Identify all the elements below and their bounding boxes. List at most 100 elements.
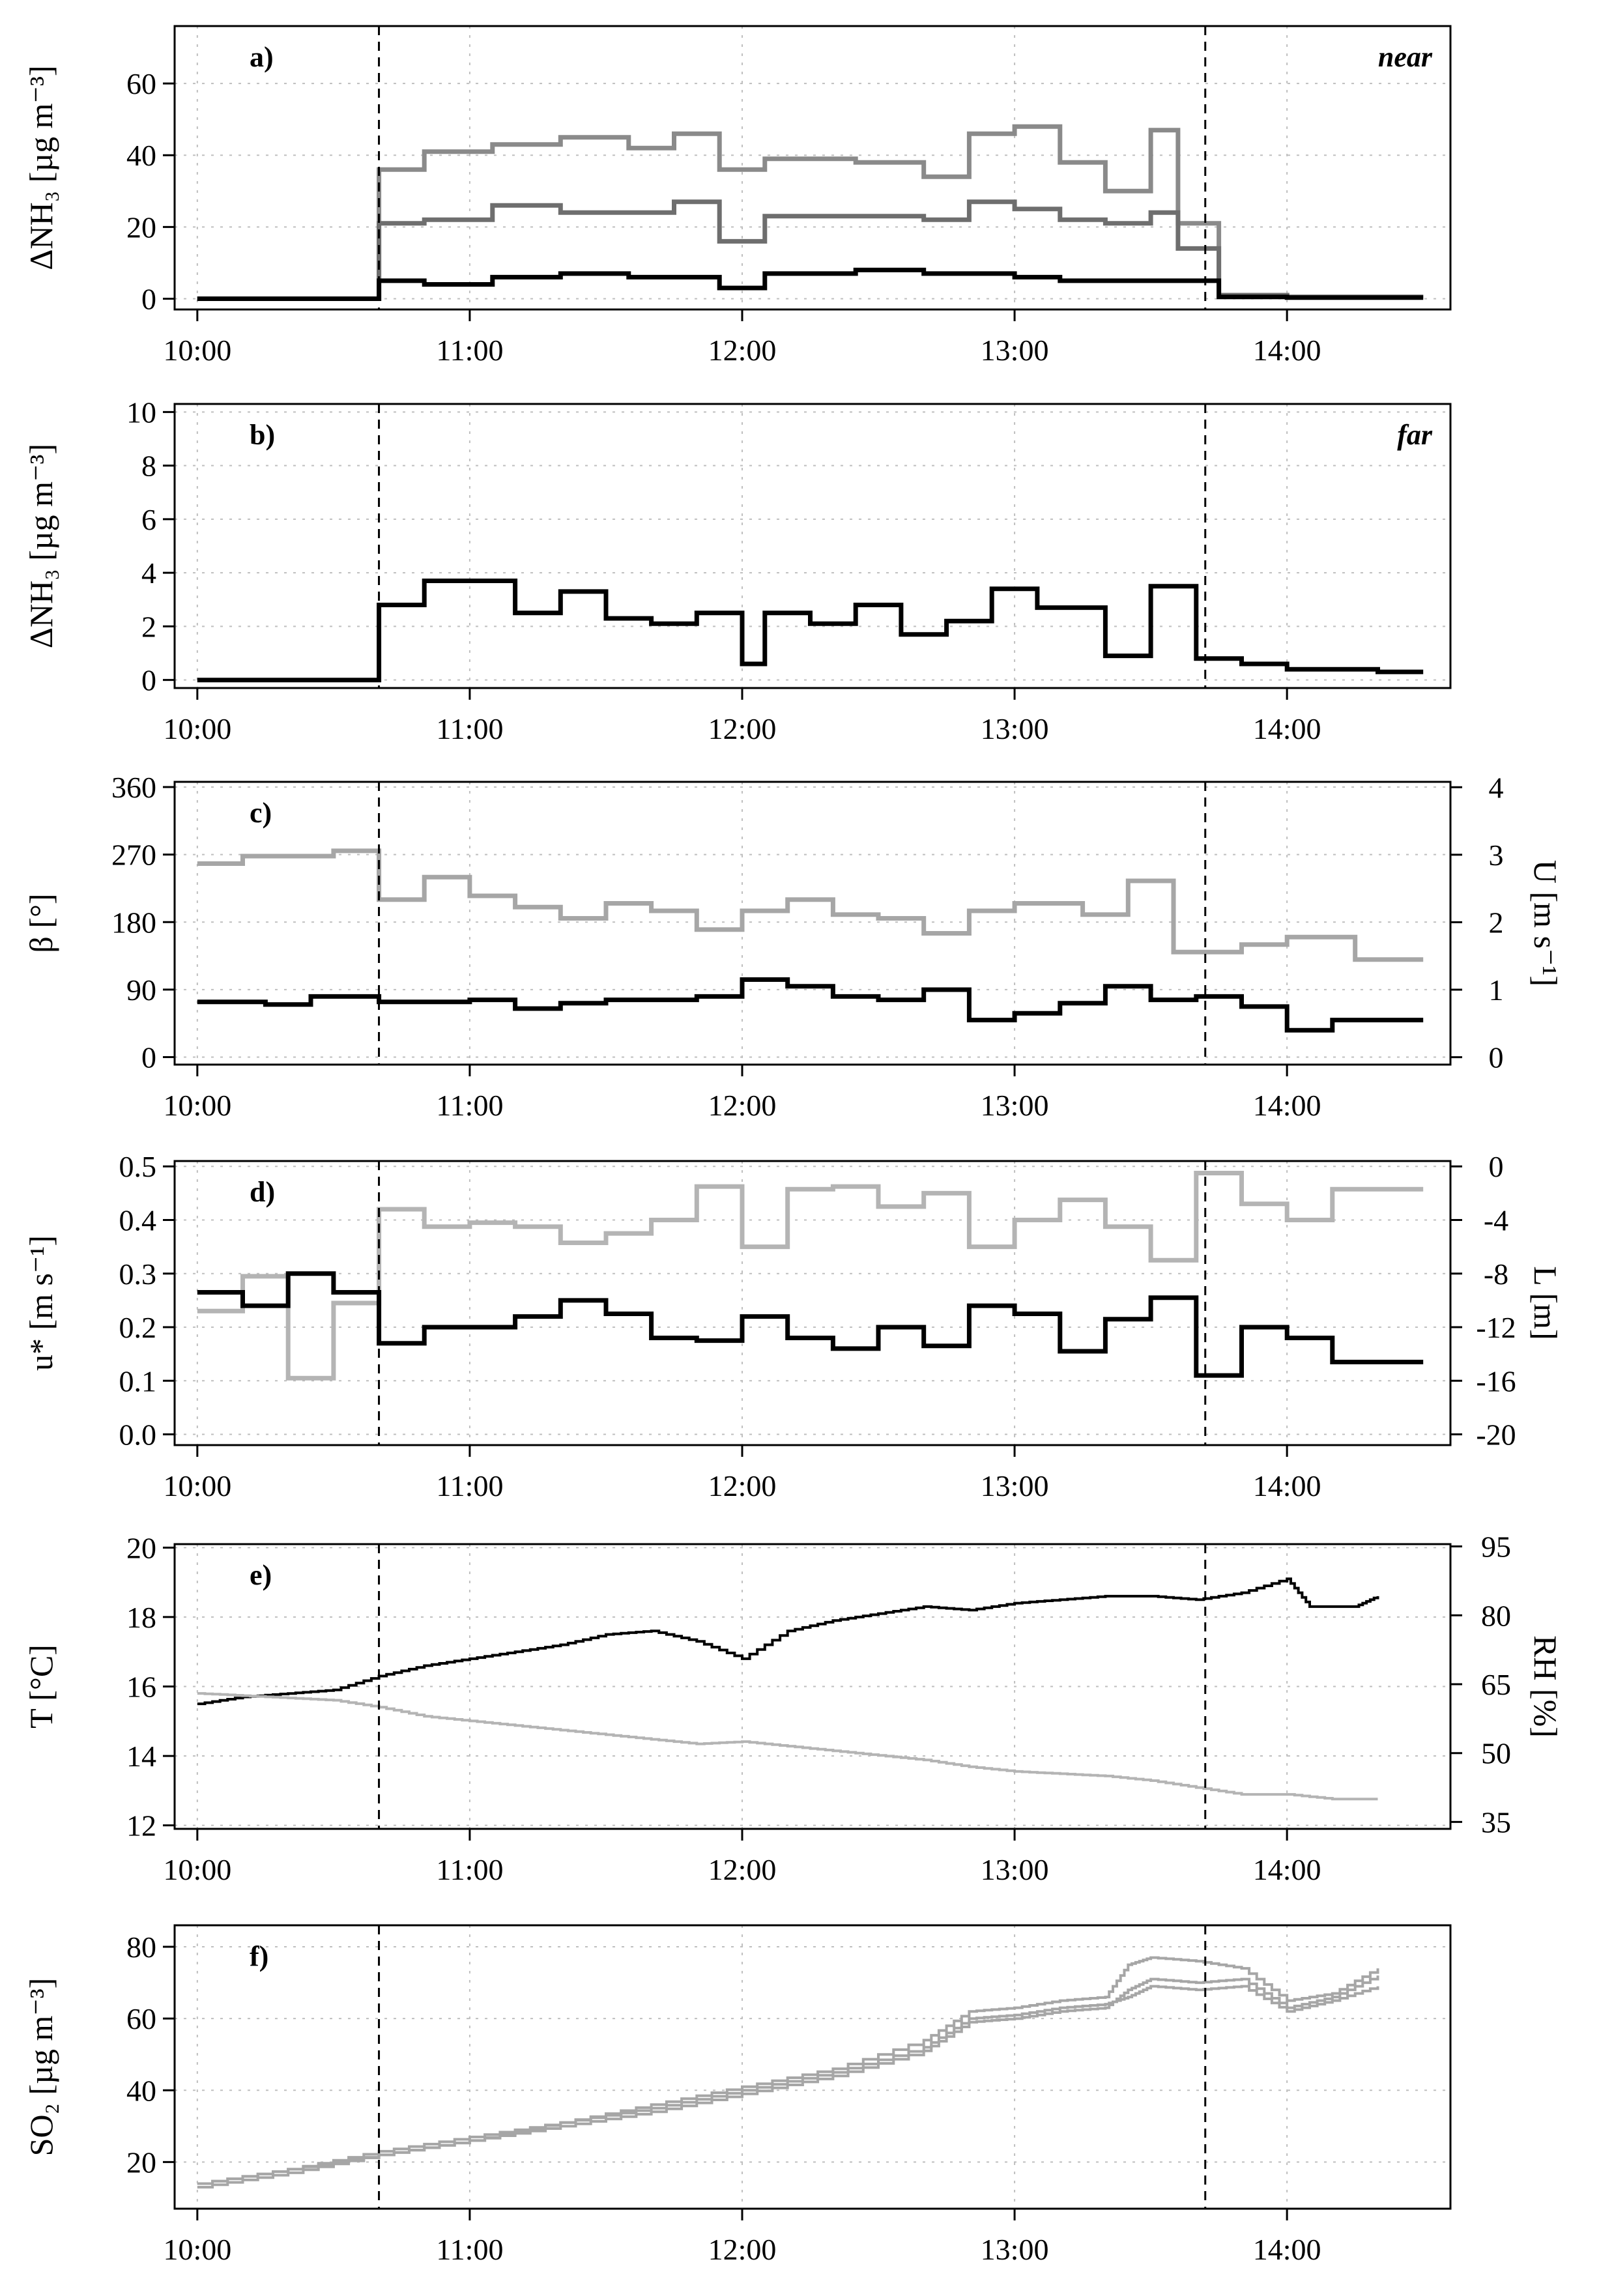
x-tick-label: 11:00 xyxy=(436,712,503,745)
plot-frame xyxy=(173,25,1452,311)
y-tick-label: 40 xyxy=(126,139,156,172)
x-tick-label: 14:00 xyxy=(1253,1089,1321,1122)
y-right-tick-label: 4 xyxy=(1489,771,1504,804)
x-tick-label: 12:00 xyxy=(708,712,777,745)
y-tick-label: 0 xyxy=(141,1040,156,1074)
y-right-tick-label: -20 xyxy=(1476,1418,1516,1452)
y-tick-label: 0.4 xyxy=(119,1203,157,1237)
x-tick-label: 12:00 xyxy=(708,1469,777,1502)
y-right-tick-label: -8 xyxy=(1484,1257,1508,1291)
series-line-0 xyxy=(197,1577,1379,1706)
y-right-tick-label: 1 xyxy=(1489,973,1504,1007)
plot-frame xyxy=(173,403,1452,689)
x-tick-label: 11:00 xyxy=(436,1089,503,1122)
series-line-1 xyxy=(197,977,1424,1033)
y-right-tick-label: 95 xyxy=(1481,1530,1511,1564)
y-tick-label: 60 xyxy=(126,67,156,100)
series-line-1 xyxy=(197,1956,1379,2185)
y-right-tick-label: 2 xyxy=(1489,906,1504,939)
x-tick-label: 14:00 xyxy=(1253,2233,1321,2266)
gridlines xyxy=(175,782,1450,1065)
plot-frame xyxy=(173,1924,1452,2210)
y-right-tick-label: 3 xyxy=(1489,839,1504,872)
y-tick-label: 12 xyxy=(126,1809,156,1843)
panel-label: b) xyxy=(250,419,275,451)
y-tick-label: 0.1 xyxy=(119,1364,157,1398)
y-right-tick-label: 0 xyxy=(1489,1041,1504,1074)
y-tick-label: 270 xyxy=(111,839,156,872)
gridlines xyxy=(175,1544,1450,1829)
panel-label: d) xyxy=(250,1176,275,1208)
series-line-0 xyxy=(197,848,1424,962)
x-tick-label: 12:00 xyxy=(708,1089,777,1122)
y-tick-label: 360 xyxy=(111,771,156,804)
series-line-1 xyxy=(197,1271,1424,1378)
y-axis-label-right: L [m] xyxy=(1527,1266,1564,1340)
panel-label: e) xyxy=(250,1559,272,1591)
y-axis-label-right: RH [%] xyxy=(1527,1635,1564,1738)
plot-frame xyxy=(173,781,1452,1066)
x-tick-label: 10:00 xyxy=(163,334,231,367)
y-tick-label: 20 xyxy=(126,1531,156,1564)
x-tick-label: 13:00 xyxy=(981,712,1049,745)
y-tick-label: 14 xyxy=(126,1740,156,1773)
x-tick-label: 13:00 xyxy=(981,1853,1049,1886)
x-tick-label: 13:00 xyxy=(981,2233,1049,2266)
panel-label: a) xyxy=(250,41,274,73)
x-tick-label: 10:00 xyxy=(163,712,231,745)
panel-corner-label: far xyxy=(1397,419,1433,451)
x-tick-label: 11:00 xyxy=(436,1853,503,1886)
y-tick-label: 180 xyxy=(111,906,156,939)
y-tick-label: 0 xyxy=(141,282,156,315)
y-right-tick-label: 80 xyxy=(1481,1599,1511,1632)
panel-label: f) xyxy=(250,1940,268,1972)
x-tick-label: 11:00 xyxy=(436,1469,503,1502)
y-tick-label: 20 xyxy=(126,210,156,244)
series-line-0 xyxy=(197,1171,1424,1381)
x-tick-label: 13:00 xyxy=(981,334,1049,367)
panel-e: 10:00 11:00 12:00 13:00 14:00 12 14 16 18 20 35 50 6… xyxy=(23,1530,1564,1886)
x-tick-label: 14:00 xyxy=(1253,1469,1321,1502)
gridlines xyxy=(175,404,1450,688)
panel-b: 10:00 11:00 12:00 13:00 14:00 0 2 4 6 8 10 ΔNH₃ [µg… xyxy=(23,395,1452,745)
x-tick-label: 13:00 xyxy=(981,1089,1049,1122)
y-tick-label: 0.0 xyxy=(119,1418,157,1452)
y-tick-label: 6 xyxy=(141,503,156,536)
x-tick-label: 12:00 xyxy=(708,2233,777,2266)
y-right-tick-label: 65 xyxy=(1481,1668,1511,1701)
x-tick-label: 10:00 xyxy=(163,1469,231,1502)
y-right-tick-label: -16 xyxy=(1476,1364,1516,1398)
y-axis-label: ΔNH₃ [µg m⁻³] xyxy=(23,444,59,648)
panel-f: 10:00 11:00 12:00 13:00 14:00 20 40 60 80 SO₂ [µg… xyxy=(23,1924,1452,2266)
gridlines xyxy=(175,1925,1450,2209)
series-line-1 xyxy=(197,1692,1378,1801)
panel-label: c) xyxy=(250,797,272,829)
series-line-0 xyxy=(197,579,1424,683)
gridlines xyxy=(175,26,1450,309)
x-tick-label: 12:00 xyxy=(708,1853,777,1886)
x-tick-label: 11:00 xyxy=(436,334,503,367)
y-tick-label: 40 xyxy=(126,2074,156,2107)
y-right-tick-label: 35 xyxy=(1481,1805,1511,1839)
series-line-0 xyxy=(197,1985,1379,2185)
y-axis-label: β [°] xyxy=(23,893,59,953)
y-axis-label: SO₂ [µg m⁻³] xyxy=(23,1978,59,2157)
y-tick-label: 16 xyxy=(126,1671,156,1704)
y-tick-label: 18 xyxy=(126,1601,156,1634)
y-right-tick-label: -12 xyxy=(1476,1311,1516,1344)
y-tick-label: 60 xyxy=(126,2002,156,2035)
x-tick-label: 13:00 xyxy=(981,1469,1049,1502)
y-right-tick-label: 0 xyxy=(1489,1150,1504,1183)
y-tick-label: 0.3 xyxy=(119,1257,157,1291)
x-tick-label: 14:00 xyxy=(1253,334,1321,367)
series-line-2 xyxy=(197,1975,1379,2188)
x-tick-label: 10:00 xyxy=(163,2233,231,2266)
y-tick-label: 0 xyxy=(141,664,156,697)
x-tick-label: 10:00 xyxy=(163,1089,231,1122)
y-tick-label: 0.2 xyxy=(119,1311,157,1344)
panel-c: 10:00 11:00 12:00 13:00 14:00 0 90 180 270 360 0 1 2… xyxy=(23,771,1564,1122)
x-tick-label: 12:00 xyxy=(708,334,777,367)
panel-d: 10:00 11:00 12:00 13:00 14:00 0.0 0.1 0.2 0.3 0.4… xyxy=(23,1150,1564,1502)
y-axis-label-right: U [m s⁻¹] xyxy=(1527,860,1564,986)
